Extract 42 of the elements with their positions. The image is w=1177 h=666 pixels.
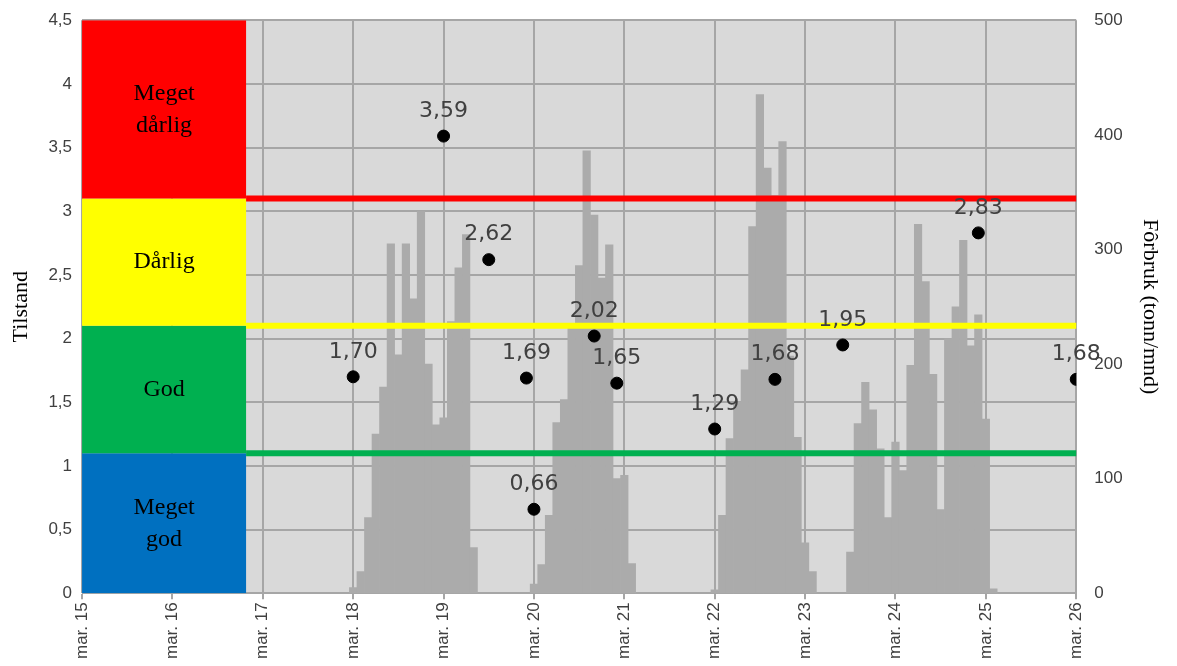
y-tick-label: 0,5	[48, 519, 73, 539]
x-tick-label: mar. 23	[794, 602, 814, 660]
y-tick-label: 2,5	[48, 264, 73, 284]
data-label: 1,29	[690, 389, 740, 415]
data-label: 2,62	[464, 220, 514, 246]
y2-tick-label: 0	[1094, 582, 1104, 602]
data-label: 3,59	[419, 96, 469, 122]
y-tick-label: 4	[62, 73, 73, 93]
x-tick-label: mar. 16	[162, 602, 182, 660]
data-label: 2,02	[569, 296, 619, 322]
band-label: Meget god	[133, 492, 196, 551]
band-label: God	[143, 374, 185, 401]
x-tick-label: mar. 25	[975, 602, 995, 660]
y-tick-label: 3	[62, 200, 73, 220]
y-tick-label: 4,5	[48, 9, 73, 29]
x-tick-label: mar. 17	[252, 602, 272, 660]
data-label: 1,68	[750, 340, 800, 366]
data-label: 1,65	[592, 343, 642, 369]
data-label: 0,66	[509, 469, 559, 495]
x-tick-label: mar. 24	[885, 602, 905, 660]
band-label: Dårlig	[133, 247, 195, 274]
y-tick-label: 0	[62, 582, 73, 602]
y2-tick-label: 500	[1094, 9, 1123, 29]
x-tick-label: mar. 26	[1065, 602, 1085, 660]
y-tick-label: 2	[62, 328, 73, 348]
y-tick-label: 1	[62, 455, 73, 475]
y-axis-title: Tilstand	[6, 271, 32, 343]
y-tick-label: 3,5	[48, 137, 73, 157]
x-tick-label: mar. 20	[523, 602, 543, 660]
data-label: 1,70	[328, 337, 378, 363]
x-tick-label: mar. 18	[342, 602, 362, 660]
x-tick-label: mar. 22	[704, 602, 724, 660]
y2-tick-label: 400	[1094, 124, 1123, 144]
x-tick-label: mar. 21	[614, 602, 634, 660]
band-label: Meget dårlig	[133, 78, 196, 137]
x-tick-label: mar. 19	[433, 602, 453, 660]
data-label: 1,69	[501, 338, 551, 364]
y2-axis-title: Fôrbruk (tonn/mnd)	[1139, 219, 1165, 395]
x-tick-label: mar. 15	[71, 602, 91, 660]
y2-tick-label: 100	[1094, 468, 1123, 488]
y2-tick-label: 300	[1094, 239, 1123, 259]
y-tick-label: 1,5	[48, 391, 73, 411]
